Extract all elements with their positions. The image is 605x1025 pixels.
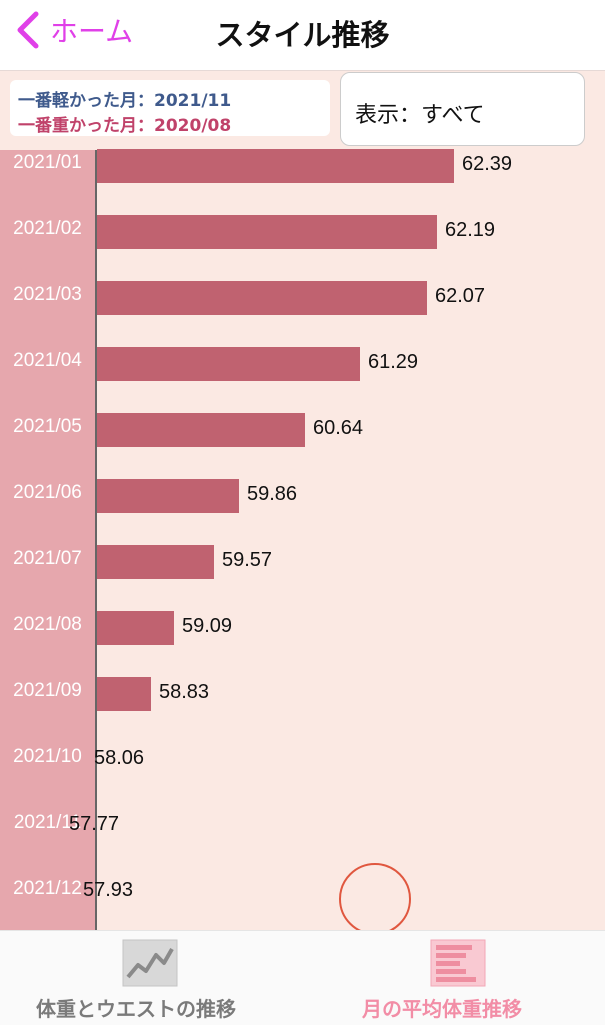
- highlight-circle: [339, 863, 411, 935]
- summary-box: 一番軽かった月：2021/11 一番重かった月：2020/08: [10, 80, 330, 136]
- month-label: 2021/04: [13, 350, 82, 371]
- month-label: 2021/03: [13, 284, 82, 305]
- bar-value-label: 59.09: [182, 615, 233, 637]
- month-label: 2021/10: [13, 746, 82, 767]
- chevron-left-icon: [17, 11, 39, 49]
- navigation-bar: ホーム スタイル推移: [0, 0, 605, 71]
- month-label: 2021/01: [13, 152, 82, 173]
- bar-value-label: 58.83: [159, 681, 210, 703]
- bar-chart-icon: [430, 939, 486, 987]
- bar-value-label: 57.77: [69, 813, 120, 835]
- bar-value-label: 59.57: [222, 549, 273, 571]
- bar-value-label: 62.19: [445, 219, 496, 241]
- bar-value-label: 61.29: [368, 351, 419, 373]
- month-label: 2021/08: [13, 614, 82, 635]
- bar: [97, 347, 360, 381]
- bar: [97, 677, 151, 711]
- bar: [97, 215, 437, 249]
- month-label: 2021/02: [13, 218, 82, 239]
- bar-value-label: 57.93: [83, 879, 134, 901]
- bar-value-label: 60.64: [313, 417, 364, 439]
- back-button[interactable]: ホーム: [14, 10, 133, 50]
- month-label: 2021/07: [13, 548, 82, 569]
- month-label: 2021/11: [13, 812, 82, 833]
- bar-value-label: 62.07: [435, 285, 486, 307]
- tab-monthly-average-label[interactable]: 月の平均体重推移: [362, 997, 522, 1021]
- month-label: 2021/12: [13, 878, 82, 899]
- page-title: スタイル推移: [215, 18, 390, 52]
- display-filter-label[interactable]: 表示：すべて: [355, 103, 485, 128]
- bar: [97, 611, 174, 645]
- tab-weight-waist-label[interactable]: 体重とウエストの推移: [36, 997, 236, 1021]
- month-label: 2021/05: [13, 416, 82, 437]
- bar-value-label: 59.86: [247, 483, 298, 505]
- bar-value-label: 58.06: [94, 747, 145, 769]
- bar: [97, 479, 239, 513]
- bar: [97, 149, 454, 183]
- tab-weight-waist[interactable]: 体重とウエストの推移: [30, 931, 280, 1025]
- display-filter-button[interactable]: 表示：すべて: [340, 72, 585, 146]
- month-label: 2021/06: [13, 482, 82, 503]
- bar: [97, 413, 305, 447]
- lightest-month-text: 一番軽かった月：2021/11: [18, 91, 232, 111]
- bar: [97, 281, 427, 315]
- bar: [97, 545, 214, 579]
- month-label-column: [0, 150, 95, 930]
- chart-axis: [95, 150, 97, 930]
- tab-monthly-average[interactable]: 月の平均体重推移: [350, 931, 580, 1025]
- heaviest-month-text: 一番重かった月：2020/08: [18, 116, 232, 136]
- back-button-label[interactable]: ホーム: [50, 15, 134, 48]
- month-label: 2021/09: [13, 680, 82, 701]
- bar-value-label: 62.39: [462, 153, 513, 175]
- line-chart-icon: [122, 939, 178, 987]
- tab-bar: 体重とウエストの推移 月の平均体重推移: [0, 930, 605, 1025]
